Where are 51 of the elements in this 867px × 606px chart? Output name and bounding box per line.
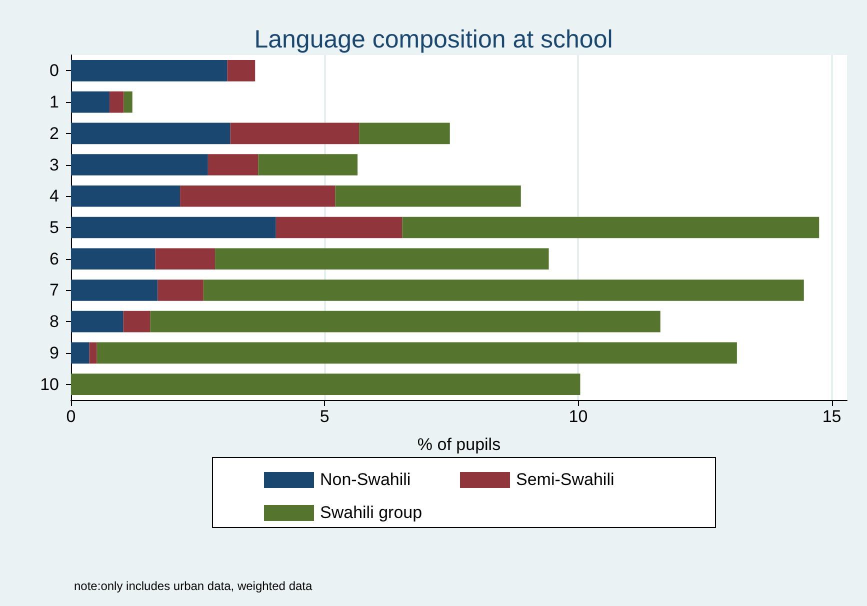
bar xyxy=(215,248,549,270)
y-tick-label: 3 xyxy=(50,155,59,174)
bar xyxy=(180,185,336,207)
bar xyxy=(150,310,660,332)
bar xyxy=(110,91,124,113)
x-axis-title: % of pupils xyxy=(417,435,501,454)
legend-label: Non-Swahili xyxy=(320,470,411,489)
y-tick-label: 10 xyxy=(40,374,59,394)
bar xyxy=(124,91,132,113)
bar xyxy=(258,154,358,176)
bar xyxy=(89,342,97,364)
bar xyxy=(155,248,216,270)
y-tick-label: 4 xyxy=(50,186,59,206)
bar xyxy=(227,60,256,82)
y-tick-label: 2 xyxy=(50,124,59,143)
bar xyxy=(71,60,228,82)
bar xyxy=(96,342,737,364)
legend-label: Swahili group xyxy=(320,503,422,522)
bar xyxy=(71,280,158,301)
bar xyxy=(335,185,521,207)
bar xyxy=(158,280,204,301)
y-tick-label: 1 xyxy=(50,92,59,112)
bar xyxy=(71,122,230,144)
bar xyxy=(71,342,90,364)
bar xyxy=(359,122,450,144)
y-tick-label: 0 xyxy=(50,61,59,80)
bar xyxy=(123,310,150,332)
bar xyxy=(71,374,580,395)
chart-title: Language composition at school xyxy=(254,26,613,54)
bar xyxy=(71,185,180,207)
bar xyxy=(71,216,276,238)
bar xyxy=(208,154,258,176)
bar xyxy=(71,310,124,332)
bar xyxy=(402,216,820,238)
x-tick-label: 0 xyxy=(66,407,76,426)
x-tick-label: 10 xyxy=(568,407,588,426)
bar xyxy=(71,154,208,176)
bar xyxy=(71,91,110,113)
y-tick-label: 8 xyxy=(50,312,59,332)
text: note:only includes urban data, weighted data xyxy=(74,579,312,593)
y-tick-label: 5 xyxy=(50,218,59,237)
legend-label: Semi-Swahili xyxy=(516,470,614,489)
x-tick-label: 5 xyxy=(320,407,330,426)
y-tick-label: 7 xyxy=(50,280,59,300)
x-tick-label: 15 xyxy=(822,407,842,426)
bar xyxy=(276,216,402,238)
y-tick-label: 9 xyxy=(50,343,59,362)
bar xyxy=(203,280,804,301)
bar xyxy=(71,248,156,270)
y-tick-label: 6 xyxy=(50,249,59,268)
bar xyxy=(230,122,360,144)
